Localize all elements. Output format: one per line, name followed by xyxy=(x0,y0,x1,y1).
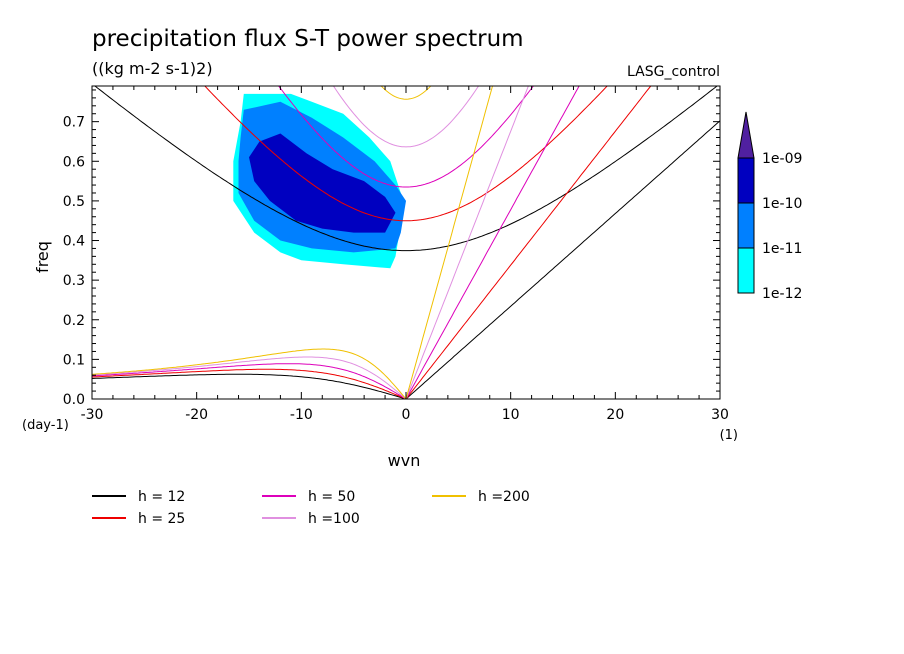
y-tick-label: 0.5 xyxy=(63,194,85,210)
gravity-curve-h25 xyxy=(204,86,608,222)
x-tick-label: -30 xyxy=(81,407,104,423)
plot-frame xyxy=(91,85,721,400)
y-tick-label: 0.4 xyxy=(63,234,85,250)
power-contour-1e-10 xyxy=(249,133,396,233)
kelvin-curve-h200 xyxy=(405,86,494,399)
legend-label: h =100 xyxy=(308,511,360,527)
kelvin-curve-h25 xyxy=(405,86,652,399)
y-axis-label: freq xyxy=(33,241,52,273)
colorbar-swatch xyxy=(737,202,755,249)
y-tick-label: 0.7 xyxy=(63,115,85,131)
kelvin-curve-h12 xyxy=(405,120,720,399)
gravity-curve-h50 xyxy=(278,86,534,188)
y-tick-label: 0.3 xyxy=(63,273,85,289)
legend-label: h = 50 xyxy=(308,489,355,505)
y-tick-label: 0.1 xyxy=(63,352,85,368)
rossby-curve-h50 xyxy=(92,363,407,399)
gravity-curve-h100 xyxy=(332,86,480,148)
kelvin-curve-h50 xyxy=(405,86,580,399)
power-contours xyxy=(233,93,406,269)
legend-label: h = 12 xyxy=(138,489,185,505)
legend: h = 12 h = 25 h = 50 h =100 h =200 xyxy=(92,489,530,527)
chart-subtitle: ((kg m-2 s-1)2) xyxy=(92,59,213,78)
y-tick-label: 0.2 xyxy=(63,313,85,329)
colorbar: 1e-12 1e-11 1e-10 1e-09 xyxy=(737,111,802,302)
legend-label: h =200 xyxy=(478,489,530,505)
x-tick-label: 10 xyxy=(502,407,520,423)
x-axis: -30 -20 -10 0 10 20 30 xyxy=(81,86,729,423)
y-axis-unit: (day-1) xyxy=(22,418,69,433)
x-axis-unit: (1) xyxy=(720,428,738,443)
dispersion-curves xyxy=(92,86,720,399)
colorbar-swatch xyxy=(737,157,755,204)
colorbar-extend-arrow xyxy=(737,111,755,159)
kelvin-curve-h100 xyxy=(405,86,529,399)
colorbar-swatch xyxy=(737,247,755,294)
colorbar-label: 1e-10 xyxy=(762,196,802,212)
rossby-curve-h100 xyxy=(92,356,407,399)
x-tick-label: 30 xyxy=(711,407,729,423)
x-tick-label: -20 xyxy=(185,407,208,423)
x-tick-label: -10 xyxy=(290,407,313,423)
legend-label: h = 25 xyxy=(138,511,185,527)
gravity-curve-h12 xyxy=(94,86,718,252)
y-tick-label: 0.6 xyxy=(63,154,85,170)
y-axis: 0.0 0.1 0.2 0.3 0.4 0.5 0.6 0.7 xyxy=(63,89,720,408)
x-tick-label: 0 xyxy=(402,407,411,423)
rossby-curve-h12 xyxy=(92,373,407,399)
rossby-curve-h25 xyxy=(92,368,407,399)
colorbar-label: 1e-12 xyxy=(762,286,802,302)
run-label: LASG_control xyxy=(627,64,720,80)
rossby-curve-h200 xyxy=(92,348,407,399)
chart-title: precipitation flux S-T power spectrum xyxy=(92,26,524,52)
gravity-curve-h200 xyxy=(380,86,432,100)
y-tick-label: 0.0 xyxy=(63,392,85,408)
colorbar-label: 1e-11 xyxy=(762,241,802,257)
x-tick-label: 20 xyxy=(606,407,624,423)
colorbar-label: 1e-09 xyxy=(762,151,802,167)
x-axis-label: wvn xyxy=(388,451,421,470)
